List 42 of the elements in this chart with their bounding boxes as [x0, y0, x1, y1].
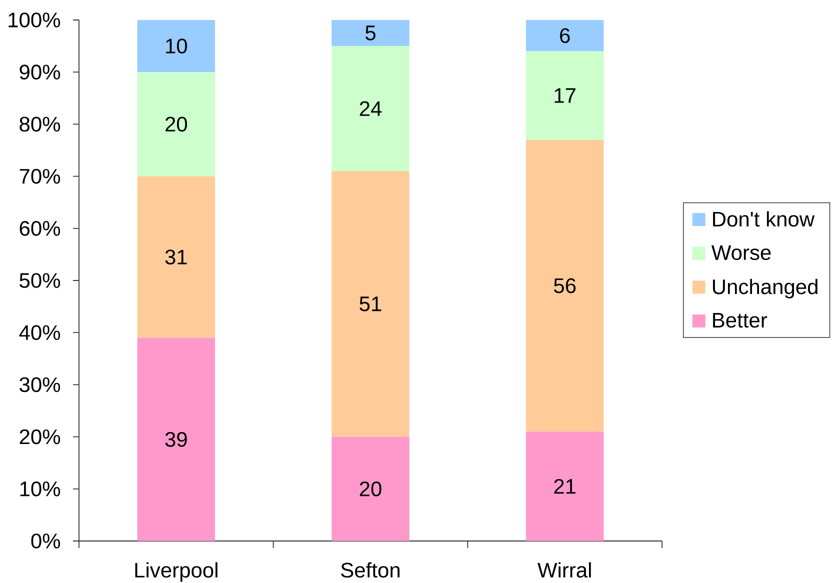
legend-label: Better [713, 313, 768, 328]
bar [332, 171, 410, 437]
y-tick-label: 60% [20, 220, 60, 236]
data-label: 6 [560, 28, 570, 44]
y-tick-label: 0% [31, 534, 60, 548]
data-label: 31 [165, 250, 187, 264]
data-label: 21 [554, 478, 576, 494]
data-label: 17 [554, 88, 576, 103]
y-tick-label: 50% [20, 273, 60, 288]
y-tick-label: 30% [20, 377, 60, 392]
bar [526, 51, 604, 140]
x-tick-label: Wirral [538, 562, 591, 578]
y-tick-label: 80% [20, 116, 60, 132]
data-label: 39 [165, 432, 187, 447]
bar [526, 20, 604, 52]
bar [332, 46, 410, 172]
bar [526, 432, 604, 541]
y-tick-label: 100% [8, 12, 60, 28]
y-tick-label: 70% [20, 168, 60, 184]
data-label: 20 [360, 481, 382, 496]
y-tick-label: 40% [19, 325, 60, 340]
data-label: 56 [554, 278, 576, 294]
bar [137, 338, 216, 541]
bar [137, 176, 216, 338]
data-label: 10 [166, 38, 188, 54]
x-tick-label: Sefton [341, 562, 400, 578]
y-tick-label: 90% [20, 64, 60, 80]
y-tick-label: 10% [20, 481, 60, 496]
bar [137, 20, 216, 72]
legend-label: Worse [711, 245, 771, 260]
data-label: 5 [366, 26, 376, 40]
data-label: 24 [360, 101, 382, 116]
legend-label: Don't know [713, 211, 815, 227]
bar [137, 72, 216, 176]
bar [332, 20, 410, 46]
data-label: 20 [166, 116, 188, 132]
legend-label: Unchanged [712, 278, 818, 298]
data-label: 51 [360, 296, 382, 312]
x-tick-label: Liverpool [135, 562, 218, 582]
bar [332, 436, 410, 541]
y-tick-label: 20% [20, 429, 60, 444]
bar [526, 140, 604, 432]
